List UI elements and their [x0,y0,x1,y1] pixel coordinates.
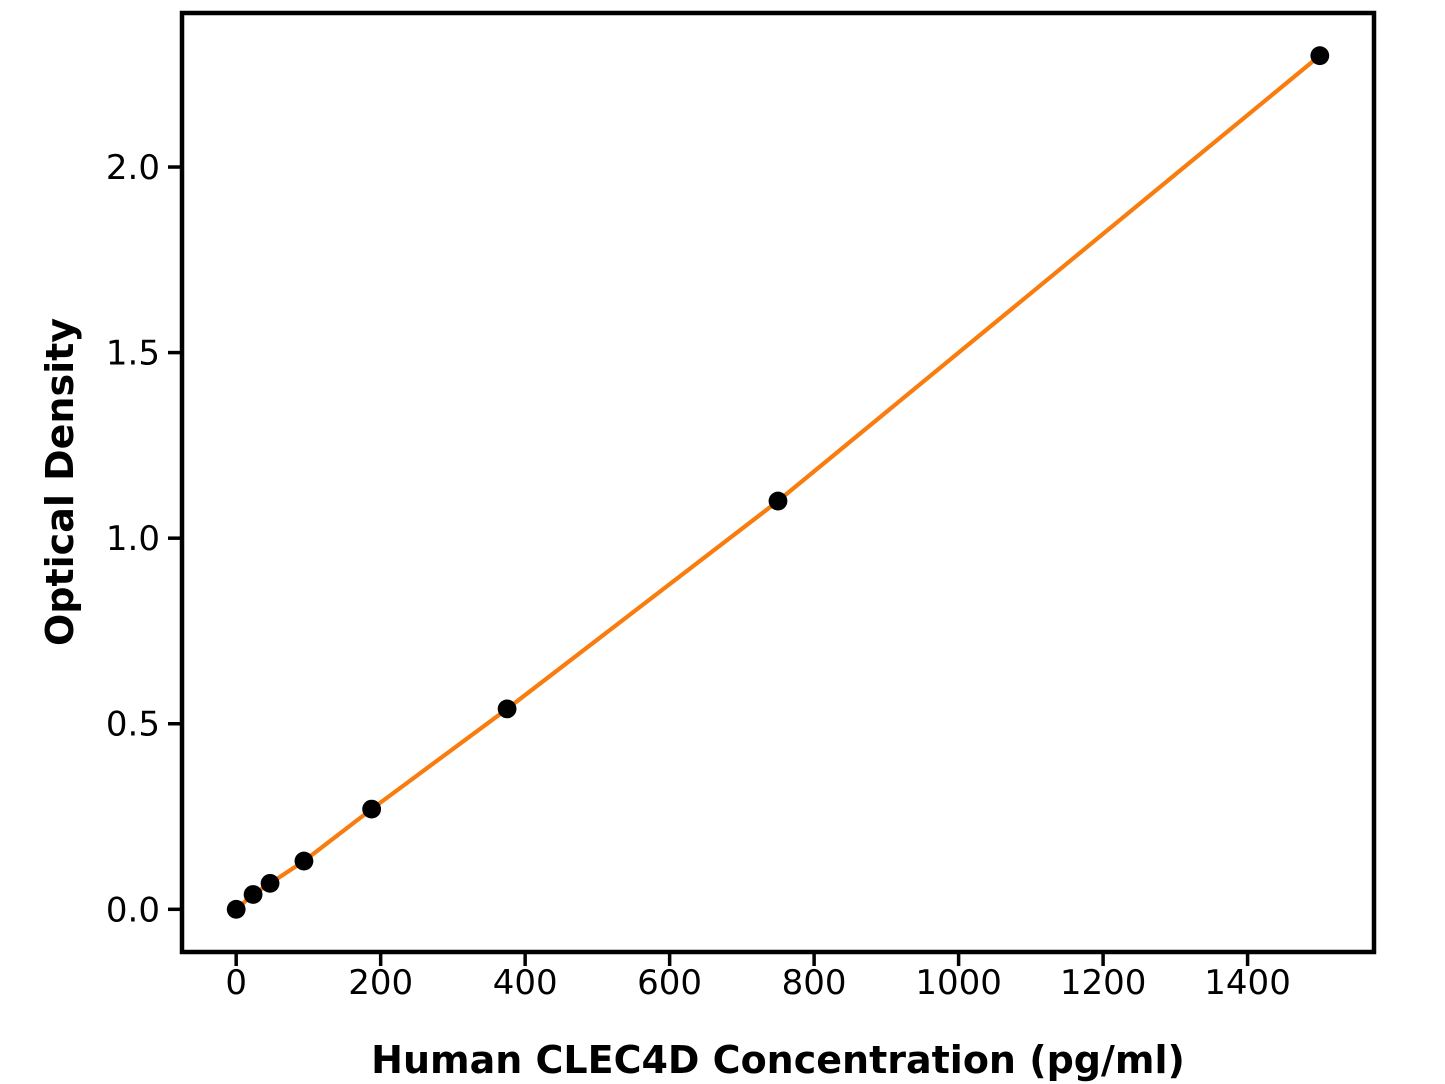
data-point-marker [362,799,382,819]
y-axis-tick-label: 0.5 [106,705,160,745]
x-axis-tick-label: 1400 [1204,963,1291,1003]
x-axis-tick-label: 400 [493,963,558,1003]
data-point-marker [1310,46,1330,66]
y-axis-tick-label: 0.0 [106,890,160,930]
data-point-marker [768,491,788,511]
plot-area: 0 200 400 600 800 1000 1200 1400 0.0 0.5 1.0 1.5 2.0 [106,10,1377,1003]
data-point-marker [294,851,314,871]
x-axis-tick-label: 200 [348,963,413,1003]
x-axis-title: Human CLEC4D Concentration (pg/ml) [371,1038,1185,1082]
standard-curve-line [234,53,1322,912]
x-axis-tick-label: 600 [637,963,702,1003]
y-axis-tick-label: 1.5 [106,334,160,374]
data-point-marker [243,885,263,904]
data-point-marker [497,699,517,719]
x-axis-tick-label: 800 [782,963,847,1003]
data-point-marker [260,873,280,893]
data-point-marker [226,899,246,919]
y-axis-title: Optical Density [38,318,82,646]
x-axis-tick-label: 0 [225,963,247,1003]
y-axis-tick-label: 2.0 [106,148,160,188]
plot-border [179,10,1377,955]
x-axis-tick-label: 1200 [1060,963,1147,1003]
y-axis-tick-label: 1.0 [106,519,160,559]
x-axis-tick-label: 1000 [915,963,1002,1003]
